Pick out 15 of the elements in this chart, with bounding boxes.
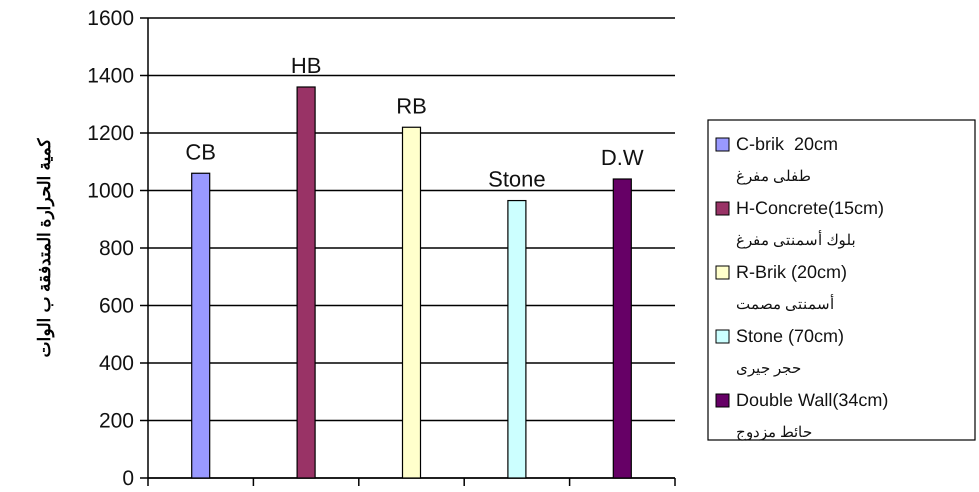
annotation: RB [396,93,427,118]
annotation: HB [290,53,322,78]
y-tick-label: 200 [98,410,134,432]
y-tick-label: 800 [98,237,134,260]
y-tick-label: 1400 [87,64,134,88]
annotation: CB [185,139,216,164]
y-tick-label: 1600 [87,7,134,30]
y-tick-label: 400 [98,352,134,375]
annotation: D.W [600,145,644,170]
y-tick-label: 1200 [87,122,134,145]
y-tick-label: 0 [122,467,134,490]
y-axis-title: كمية الحرارة المتدفقة ب الوات [35,138,55,358]
annotation: Stone [488,166,546,192]
y-tick-label: 600 [98,294,134,318]
y-tick-label: 1000 [87,180,134,202]
